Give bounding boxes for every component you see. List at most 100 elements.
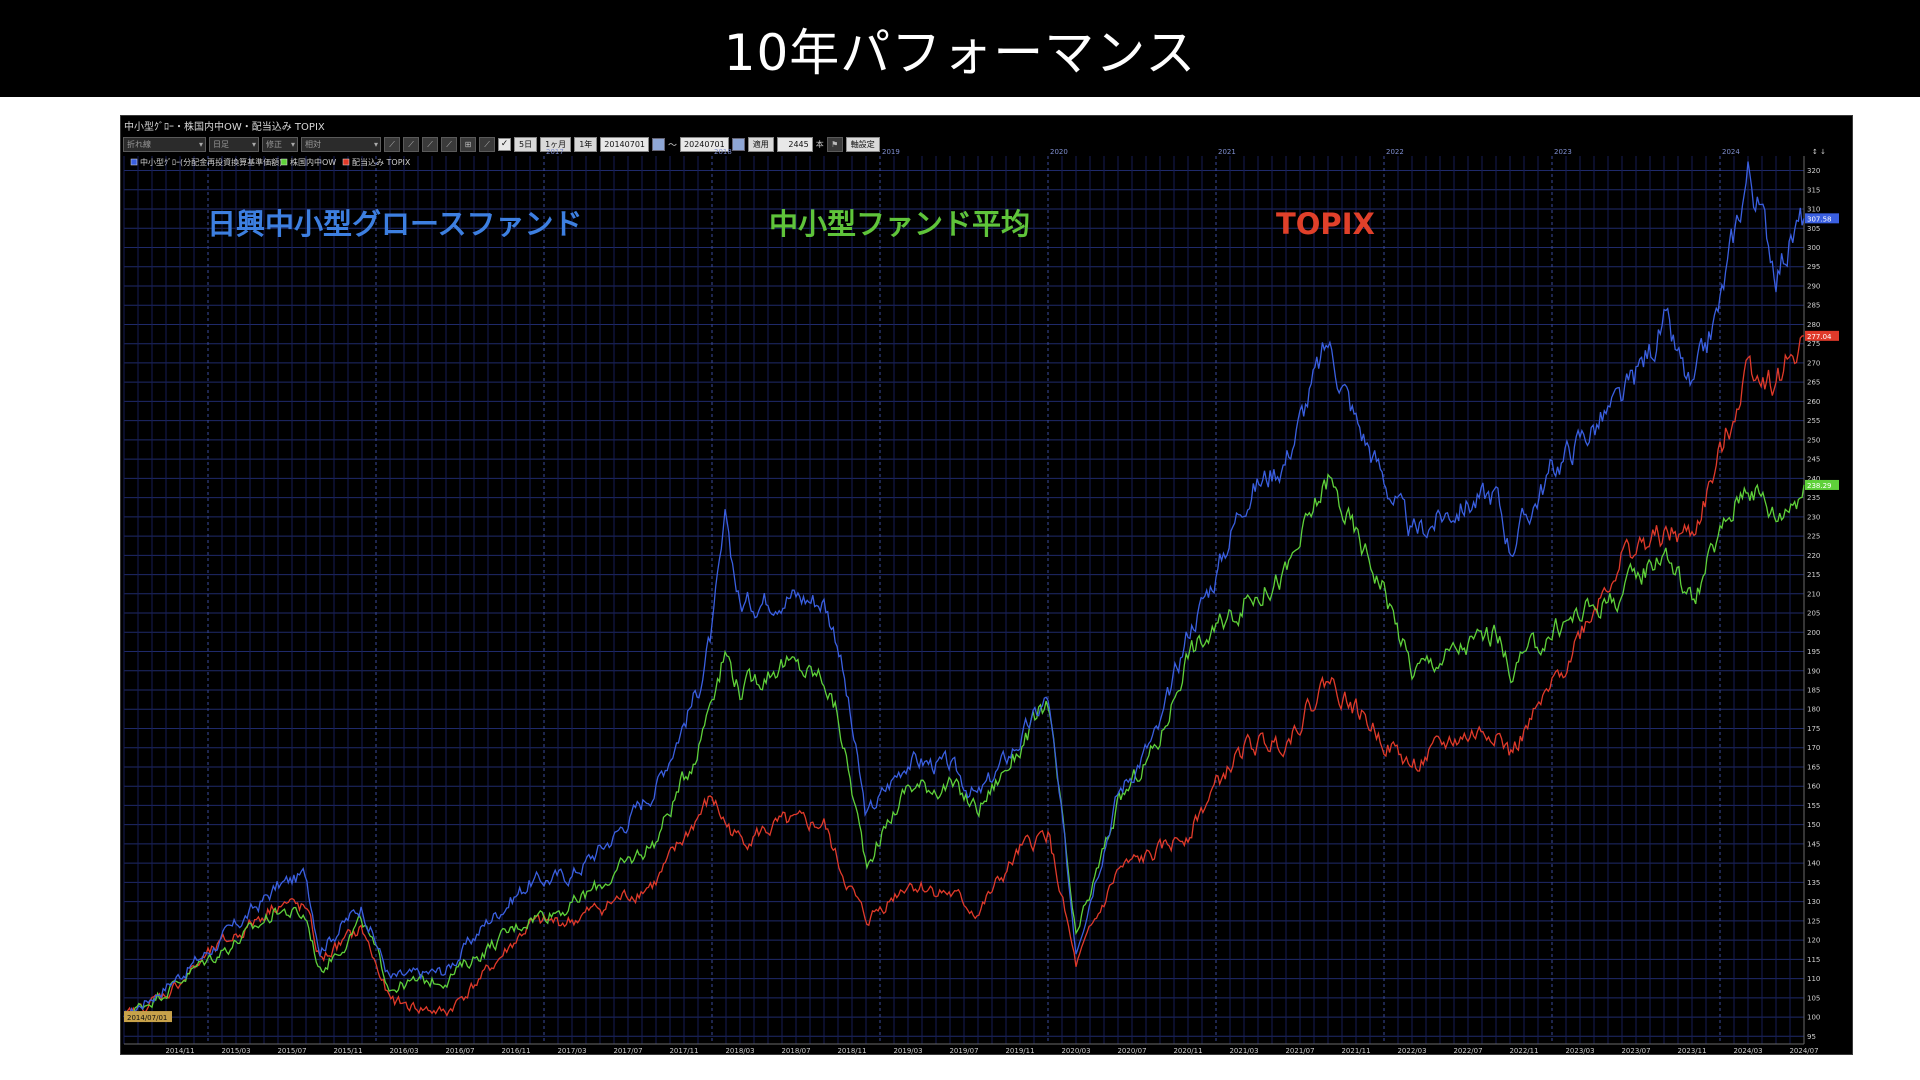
date-from-input[interactable]: 20140701 <box>600 136 649 152</box>
x-tick-label: 2018/07 <box>781 1047 810 1055</box>
overlay-label-2: 中小型ファンド平均 <box>769 207 1030 241</box>
x-tick-label: 2015/03 <box>221 1047 250 1055</box>
y-tick-label: 150 <box>1807 821 1820 829</box>
y-tick-label: 225 <box>1807 533 1820 541</box>
legend-label: 株国内中OW <box>290 157 336 167</box>
y-tick-label: 155 <box>1807 802 1820 810</box>
candle-chart-icon[interactable]: ⟋ <box>403 136 419 152</box>
x-tick-label: 2015/07 <box>277 1047 306 1055</box>
x-tick-label: 2018/11 <box>837 1047 866 1055</box>
y-tick-label: 110 <box>1807 975 1820 983</box>
line-chart-icon[interactable]: ⟋ <box>384 136 400 152</box>
legend-swatch <box>280 158 288 166</box>
x-tick-label: 2016/07 <box>445 1047 474 1055</box>
chart-type-select[interactable]: 折れ線 <box>123 136 206 152</box>
y-tick-label: 315 <box>1807 186 1820 194</box>
scale-mode-select[interactable]: 相対 <box>301 136 381 152</box>
x-tick-label: 2021/03 <box>1229 1047 1258 1055</box>
y-tick-label: 270 <box>1807 359 1820 367</box>
y-tick-label: 205 <box>1807 610 1820 618</box>
y-tick-label: 310 <box>1807 206 1820 214</box>
y-tick-label: 180 <box>1807 706 1820 714</box>
x-tick-label: 2021/11 <box>1341 1047 1370 1055</box>
y-tick-label: 240 <box>1807 475 1820 483</box>
series-line-2 <box>123 472 1805 1020</box>
end-value-tag-bg <box>1805 330 1839 341</box>
start-tag-bg <box>124 1011 172 1023</box>
x-tick-label: 2023/11 <box>1677 1047 1706 1055</box>
overlay-label-1: 日興中小型グロースファンド <box>207 207 583 241</box>
y-tick-label: 285 <box>1807 302 1820 310</box>
range-1m-button[interactable]: 1ヶ月 <box>540 136 572 152</box>
period-type-select[interactable]: 日足 <box>209 136 259 152</box>
scroll-control-icon: ↕ ↓ <box>1812 148 1826 156</box>
adjust-select[interactable]: 修正 <box>262 136 298 152</box>
area-chart-icon[interactable]: ⟋ <box>441 136 457 152</box>
y-tick-label: 220 <box>1807 552 1820 560</box>
y-tick-label: 170 <box>1807 744 1820 752</box>
x-tick-label: 2014/11 <box>165 1047 194 1055</box>
calendar-to-icon[interactable] <box>731 137 745 151</box>
y-tick-label: 160 <box>1807 783 1820 791</box>
y-tick-label: 175 <box>1807 725 1820 733</box>
calendar-from-icon[interactable] <box>652 137 665 151</box>
y-tick-label: 235 <box>1807 494 1820 502</box>
x-tick-label: 2019/03 <box>893 1047 922 1055</box>
year-label: 2022 <box>1386 148 1404 156</box>
y-tick-label: 185 <box>1807 687 1820 695</box>
count-unit: 本 <box>815 139 824 149</box>
compare-icon[interactable]: ⟋ <box>479 136 495 152</box>
count-input[interactable]: 2445 <box>776 136 813 152</box>
end-value-tag: 238.29 <box>1807 482 1832 490</box>
x-tick-label: 2018/03 <box>725 1047 754 1055</box>
date-to-input[interactable]: 20240701 <box>680 136 729 152</box>
year-label: 2021 <box>1218 148 1236 156</box>
settings-icon[interactable]: ⚑ <box>826 136 843 152</box>
range-1y-button[interactable]: 1年 <box>574 136 598 152</box>
y-tick-label: 215 <box>1807 571 1820 579</box>
x-tick-label: 2022/11 <box>1509 1047 1538 1055</box>
y-tick-label: 290 <box>1807 282 1820 290</box>
y-tick-label: 105 <box>1807 994 1820 1002</box>
y-tick-label: 200 <box>1807 629 1820 637</box>
x-tick-label: 2017/03 <box>557 1047 586 1055</box>
year-label: 2020 <box>1050 148 1068 156</box>
apply-button[interactable]: 適用 <box>747 136 774 152</box>
x-tick-label: 2024/03 <box>1733 1047 1762 1055</box>
zoom-icon[interactable]: ⊞ <box>460 136 476 152</box>
y-tick-label: 190 <box>1807 667 1820 675</box>
y-tick-label: 230 <box>1807 513 1820 521</box>
x-tick-label: 2023/03 <box>1565 1047 1594 1055</box>
bar-chart-icon[interactable]: ⟋ <box>422 136 438 152</box>
y-tick-label: 295 <box>1807 263 1820 271</box>
x-tick-label: 2017/07 <box>613 1047 642 1055</box>
check-icon[interactable]: ✓ <box>498 137 511 151</box>
end-value-tag: 277.04 <box>1807 333 1832 341</box>
legend-swatch <box>130 158 138 166</box>
end-value-tag-bg <box>1805 213 1839 224</box>
year-label: 2024 <box>1722 148 1740 156</box>
y-tick-label: 250 <box>1807 436 1820 444</box>
year-label: 2019 <box>882 148 900 156</box>
y-tick-label: 125 <box>1807 917 1820 925</box>
x-tick-label: 2020/03 <box>1061 1047 1090 1055</box>
y-tick-label: 275 <box>1807 340 1820 348</box>
y-tick-label: 95 <box>1807 1033 1816 1041</box>
toolbar: 折れ線 日足 修正 相対 ⟋ ⟋ ⟋ ⟋ ⊞ ⟋ ✓ 5日 1ヶ月 1年 201… <box>123 136 1849 152</box>
x-tick-label: 2024/07 <box>1789 1047 1818 1055</box>
y-tick-label: 100 <box>1807 1014 1820 1022</box>
year-label: 2023 <box>1554 148 1572 156</box>
y-tick-label: 265 <box>1807 379 1820 387</box>
series-line-1 <box>123 161 1805 1018</box>
x-tick-label: 2017/11 <box>669 1047 698 1055</box>
range-5d-button[interactable]: 5日 <box>514 136 538 152</box>
y-tick-label: 210 <box>1807 590 1820 598</box>
x-tick-label: 2020/11 <box>1173 1047 1202 1055</box>
y-tick-label: 300 <box>1807 244 1820 252</box>
y-tick-label: 320 <box>1807 167 1820 175</box>
y-tick-label: 130 <box>1807 898 1820 906</box>
y-tick-label: 140 <box>1807 860 1820 868</box>
axis-settings-button[interactable]: 軸設定 <box>845 136 880 152</box>
y-tick-label: 305 <box>1807 225 1820 233</box>
x-tick-label: 2022/07 <box>1453 1047 1482 1055</box>
